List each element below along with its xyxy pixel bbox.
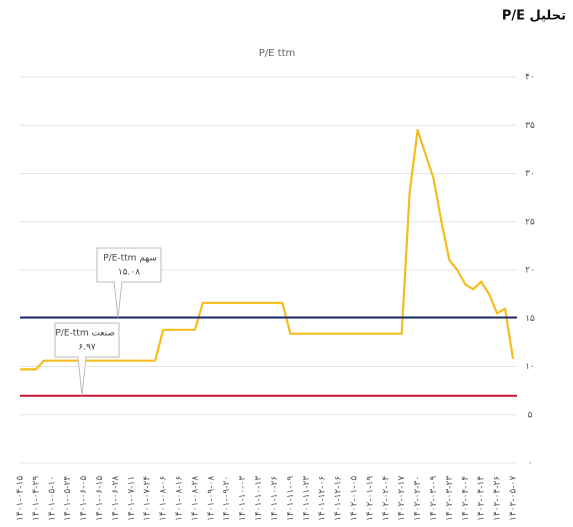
- y-tick-label: ۲۵: [525, 217, 535, 227]
- annotation-box: [54, 322, 120, 396]
- x-tick-label: ۱۴۰۱-۰۴-۱۵: [16, 476, 26, 521]
- x-tick-label: ۱۴۰۲-۰۵-۰۷: [509, 476, 519, 521]
- x-tick-label: ۱۴۰۱-۱۰-۰۳: [238, 476, 248, 521]
- annotation-box: [96, 247, 162, 318]
- x-tick-label: ۱۴۰۱-۰۶-۲۸: [111, 476, 121, 521]
- x-tick-label: ۱۴۰۲-۰۳-۲۳: [445, 476, 455, 521]
- x-tick-label: ۱۴۰۱-۰۷-۲۴: [143, 476, 153, 521]
- x-tick-label: ۱۴۰۱-۱۱-۲۳: [302, 476, 312, 521]
- y-tick-label: ۱۰: [525, 362, 535, 372]
- annotation-name: صنعت P/E-ttm: [55, 329, 115, 339]
- y-tick-label: ۱۵: [525, 314, 535, 324]
- x-tick-label: ۱۴۰۱-۰۸-۱۶: [175, 476, 185, 521]
- x-tick-label: ۱۴۰۲-۰۳-۰۹: [429, 476, 439, 521]
- x-tick-label: ۱۴۰۲-۰۱-۰۵: [349, 476, 359, 521]
- x-tick-label: ۱۴۰۱-۰۹-۲۰: [222, 476, 232, 521]
- x-tick-label: ۱۴۰۲-۰۱-۱۹: [365, 476, 375, 521]
- x-tick-label: ۱۴۰۱-۱۰-۲۶: [270, 476, 280, 521]
- page-title: تحلیل P/E: [502, 9, 566, 24]
- y-tick-label: ۵: [528, 410, 533, 420]
- annotation-name: سهم P/E-ttm: [103, 254, 157, 264]
- x-tick-label: ۱۴۰۲-۰۴-۱۴: [477, 476, 487, 521]
- x-tick-label: ۱۴۰۱-۰۶-۱۵: [95, 476, 105, 521]
- x-tick-label: ۱۴۰۱-۱۱-۰۹: [286, 476, 296, 521]
- x-tick-label: ۱۴۰۲-۰۲-۱۷: [397, 476, 407, 521]
- x-tick-label: ۱۴۰۱-۰۴-۲۹: [31, 476, 41, 521]
- x-tick-label: ۱۴۰۲-۰۴-۲۶: [493, 476, 503, 521]
- x-tick-label: ۱۴۰۱-۰۹-۰۸: [206, 476, 216, 521]
- x-tick-label: ۱۴۰۱-۰۵-۲۴: [63, 476, 73, 521]
- x-tick-label: ۱۴۰۱-۰۸-۲۸: [190, 476, 200, 521]
- y-tick-label: ۳۰: [525, 169, 535, 179]
- y-tick-label: ۰: [528, 459, 533, 469]
- data-line: [20, 128, 515, 371]
- y-tick-label: ۲۰: [525, 266, 535, 276]
- x-tick-label: ۱۴۰۲-۰۴-۰۴: [461, 476, 471, 521]
- x-tick-label: ۱۴۰۱-۱۰-۱۳: [254, 476, 264, 521]
- chart-title: P/E ttm: [259, 48, 295, 59]
- y-tick-label: ۳۵: [525, 121, 535, 131]
- x-tick-label: ۱۴۰۲-۰۲-۰۴: [381, 476, 391, 521]
- y-tick-label: ۴۰: [525, 73, 535, 83]
- x-tick-label: ۱۴۰۱-۱۲-۱۶: [334, 476, 344, 521]
- x-tick-label: ۱۴۰۱-۰۷-۱۱: [127, 476, 137, 521]
- annotation-value: ۱۵.۰۸: [118, 268, 140, 278]
- x-tick-label: ۱۴۰۲-۰۲-۳۰: [413, 476, 423, 521]
- x-tick-label: ۱۴۰۱-۰۶-۰۵: [79, 476, 89, 521]
- x-tick-label: ۱۴۰۱-۱۲-۰۶: [318, 476, 328, 521]
- annotation-value: ۶.۹۷: [78, 343, 96, 353]
- x-tick-label: ۱۴۰۱-۰۸-۰۶: [159, 476, 169, 521]
- x-tick-label: ۱۴۰۱-۰۵-۱۰: [47, 476, 57, 521]
